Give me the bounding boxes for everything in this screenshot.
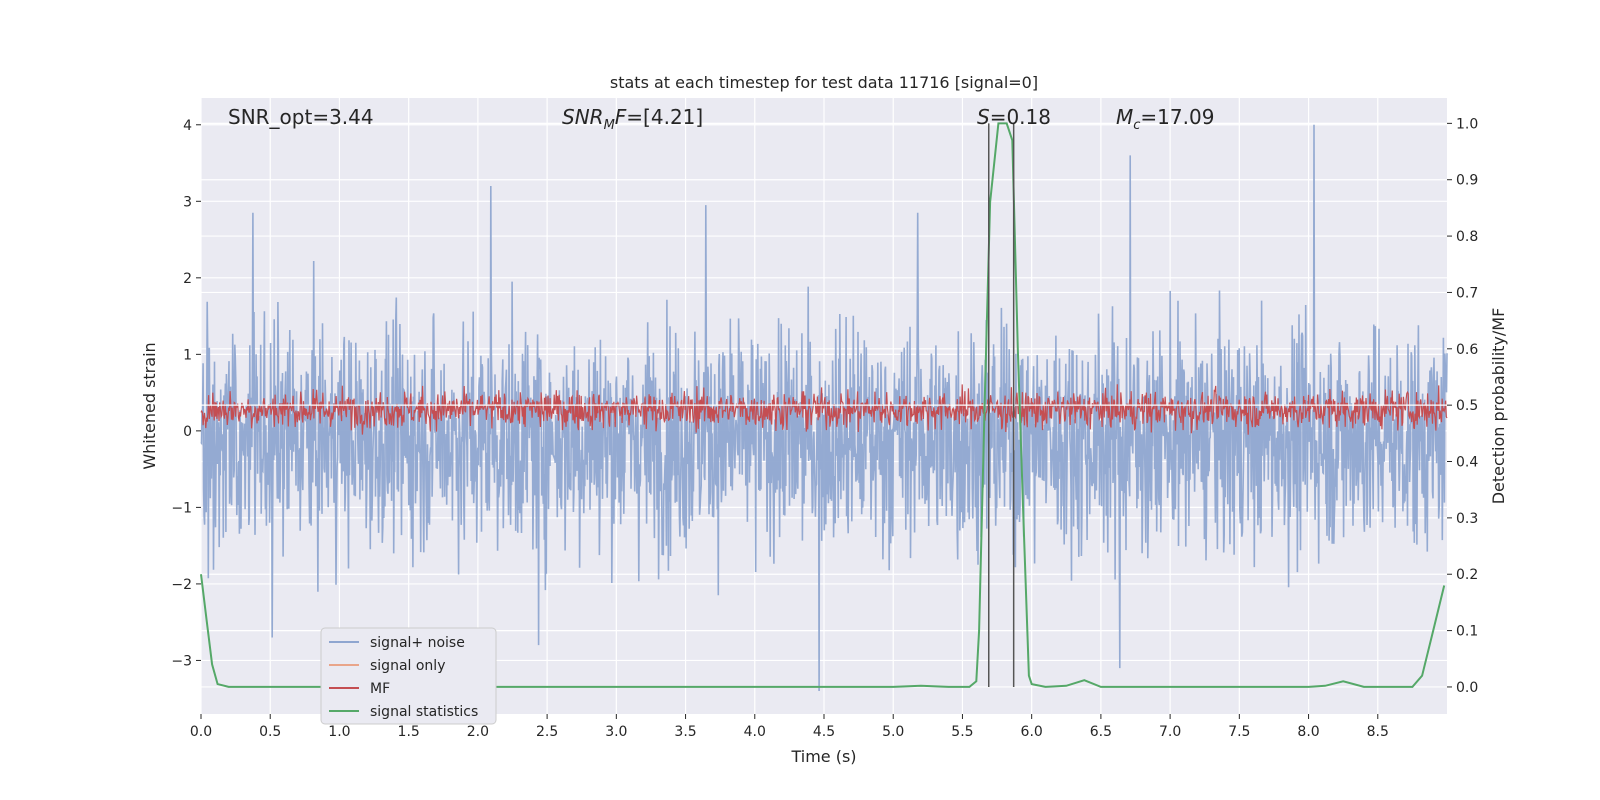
x-tick-label: 0.5 <box>259 724 281 740</box>
x-tick-label: 8.5 <box>1367 724 1389 740</box>
annotation-snr-mf: SNRMF=[4.21] <box>562 105 703 133</box>
snr-mf-tail: F <box>615 105 627 129</box>
snr-mf-subscript: M <box>604 118 615 133</box>
x-tick-label: 7.5 <box>1228 724 1250 740</box>
x-axis-label: Time (s) <box>790 747 856 766</box>
x-tick-label: 4.5 <box>813 724 835 740</box>
y-tick-label: 1 <box>183 347 192 363</box>
y-right-tick-label: 0.8 <box>1456 229 1478 245</box>
mc-subscript: c <box>1133 118 1140 133</box>
x-tick-label: 2.0 <box>467 724 489 740</box>
y-right-tick-label: 0.1 <box>1456 624 1478 640</box>
annotation-s-stat: S=0.18 <box>977 105 1051 129</box>
y-right-tick-label: 1.0 <box>1456 116 1478 132</box>
ticks: 0.0 0.5 1.0 1.5 2.0 2.5 3.0 3.5 4.0 4.5 5.0 5.5 6.0 6… <box>171 116 1478 740</box>
mc-symbol: M <box>1116 105 1133 129</box>
legend-label: MF <box>370 681 390 697</box>
series-mf <box>200 384 1448 435</box>
x-tick-label: 3.5 <box>674 724 696 740</box>
y-tick-label: 4 <box>183 118 192 134</box>
x-tick-label: 7.0 <box>1159 724 1181 740</box>
y-tick-label: 0 <box>183 424 192 440</box>
x-tick-label: 2.5 <box>536 724 558 740</box>
legend-box <box>320 627 497 725</box>
mc-value: =17.09 <box>1140 105 1214 129</box>
legend-label: signal only <box>370 658 445 674</box>
x-tick-label: 3.0 <box>605 724 627 740</box>
x-tick-label: 5.5 <box>951 724 973 740</box>
x-tick-label: 4.0 <box>744 724 766 740</box>
chart-title: stats at each timestep for test data 117… <box>610 73 1038 92</box>
y-right-tick-label: 0.5 <box>1456 398 1478 414</box>
x-tick-label: 1.5 <box>398 724 420 740</box>
annotation-snr-opt: SNR_opt=3.44 <box>228 105 374 129</box>
y-right-tick-label: 0.6 <box>1456 342 1478 358</box>
x-tick-label: 1.0 <box>328 724 350 740</box>
x-tick-label: 6.5 <box>1090 724 1112 740</box>
snr-mf-symbol: SNR <box>562 105 604 129</box>
s-symbol: S <box>977 105 990 129</box>
x-tick-label: 5.0 <box>882 724 904 740</box>
y-axis-label: Whitened strain <box>140 342 159 469</box>
y-right-axis-label: Detection probability/MF <box>1489 308 1508 505</box>
y-tick-label: 3 <box>183 194 192 210</box>
series-signal-noise <box>200 124 1448 692</box>
y-right-tick-label: 0.7 <box>1456 285 1478 301</box>
y-tick-label: −1 <box>171 500 192 516</box>
y-tick-label: 2 <box>183 271 192 287</box>
y-right-tick-label: 0.2 <box>1456 567 1478 583</box>
legend-label: signal statistics <box>370 704 478 720</box>
x-tick-label: 6.0 <box>1021 724 1043 740</box>
y-right-tick-label: 0.4 <box>1456 455 1478 471</box>
annotation-mc: Mc=17.09 <box>1116 105 1214 133</box>
y-right-tick-label: 0.0 <box>1456 680 1478 696</box>
vertical-markers <box>987 123 1015 687</box>
y-right-tick-label: 0.3 <box>1456 511 1478 527</box>
legend-label: signal+ noise <box>370 635 465 651</box>
x-tick-label: 8.0 <box>1297 724 1319 740</box>
y-tick-label: −3 <box>171 653 192 669</box>
snr-mf-value: =[4.21] <box>626 105 703 129</box>
y-tick-label: −2 <box>171 577 192 593</box>
legend: signal+ noise signal only MF signal statist… <box>320 627 497 725</box>
y-right-tick-label: 0.9 <box>1456 173 1478 189</box>
s-value: =0.18 <box>990 105 1051 129</box>
x-tick-label: 0.0 <box>190 724 212 740</box>
